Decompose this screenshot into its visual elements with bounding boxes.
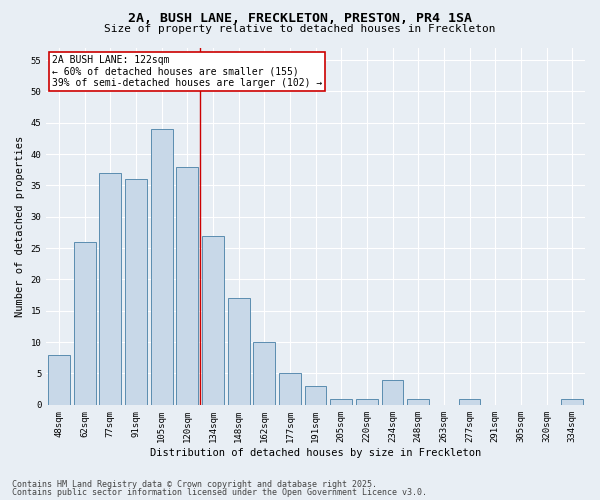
Bar	[48, 354, 70, 405]
Text: Size of property relative to detached houses in Freckleton: Size of property relative to detached ho…	[104, 24, 496, 34]
Bar	[100, 173, 121, 405]
Bar	[74, 242, 95, 405]
Bar	[151, 129, 173, 405]
Bar	[382, 380, 403, 405]
Text: 2A, BUSH LANE, FRECKLETON, PRESTON, PR4 1SA: 2A, BUSH LANE, FRECKLETON, PRESTON, PR4 …	[128, 12, 472, 26]
Bar	[279, 374, 301, 405]
Bar	[176, 166, 198, 405]
Bar	[305, 386, 326, 405]
Bar	[331, 398, 352, 405]
Text: Contains HM Land Registry data © Crown copyright and database right 2025.: Contains HM Land Registry data © Crown c…	[12, 480, 377, 489]
Bar	[561, 398, 583, 405]
Text: Contains public sector information licensed under the Open Government Licence v3: Contains public sector information licen…	[12, 488, 427, 497]
X-axis label: Distribution of detached houses by size in Freckleton: Distribution of detached houses by size …	[150, 448, 481, 458]
Bar	[202, 236, 224, 405]
Bar	[458, 398, 481, 405]
Bar	[253, 342, 275, 405]
Bar	[125, 179, 147, 405]
Bar	[228, 298, 250, 405]
Text: 2A BUSH LANE: 122sqm
← 60% of detached houses are smaller (155)
39% of semi-deta: 2A BUSH LANE: 122sqm ← 60% of detached h…	[52, 54, 322, 88]
Y-axis label: Number of detached properties: Number of detached properties	[15, 136, 25, 317]
Bar	[356, 398, 378, 405]
Bar	[407, 398, 429, 405]
